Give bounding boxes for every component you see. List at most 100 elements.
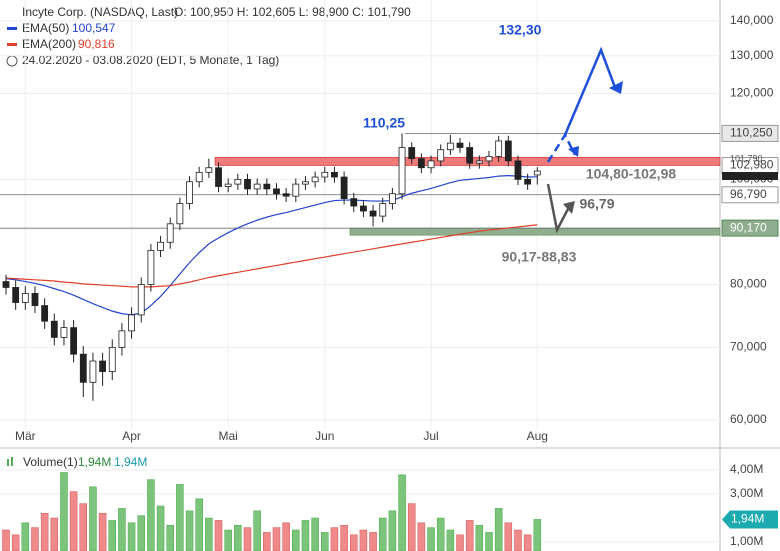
- volume-bar: [40, 512, 49, 551]
- volume-bar: [446, 529, 455, 551]
- volume-bar: [60, 472, 68, 551]
- ema50-label: EMA(50): [22, 21, 69, 35]
- y-tick-label: 140,000: [730, 13, 774, 27]
- candle-body: [369, 210, 377, 217]
- candle-body: [12, 287, 20, 303]
- x-tick-label: Aug: [527, 429, 548, 443]
- volume-bar: [21, 522, 30, 551]
- volume-bar: [301, 520, 310, 551]
- volume-bar: [292, 529, 300, 551]
- zone: [349, 227, 721, 236]
- ema-line: [5, 224, 538, 288]
- candle-body: [60, 327, 68, 338]
- y-tick-label: 60,000: [730, 412, 767, 426]
- candle-body: [176, 203, 184, 225]
- volume-bar: [176, 484, 184, 551]
- volume-bar: [98, 512, 107, 551]
- candle-body: [50, 320, 58, 338]
- volume-bar: [359, 529, 368, 551]
- candle-body: [79, 353, 87, 383]
- candle-body: [234, 178, 242, 185]
- candle-body: [475, 160, 483, 164]
- candle-body: [533, 170, 541, 176]
- candle-body: [466, 147, 474, 164]
- arrow-head: [563, 201, 575, 214]
- candle-body: [504, 140, 512, 162]
- candle-body: [253, 183, 261, 190]
- candle-body: [360, 205, 367, 212]
- ohlc: O: 100,950 H: 102,605 L: 98,900 C: 101,7…: [174, 5, 411, 19]
- title: Incyte Corp. (NASDAQ, Last): [22, 5, 178, 19]
- candle-body: [99, 360, 106, 372]
- volume-bar: [523, 534, 532, 551]
- x-tick-label: Mär: [15, 429, 36, 443]
- ema200-swatch: [7, 43, 17, 46]
- candle-body: [128, 314, 135, 332]
- candle-body: [21, 293, 29, 303]
- candle-body: [166, 223, 174, 243]
- candle-body: [147, 250, 155, 285]
- ema200-label: EMA(200): [22, 37, 76, 51]
- volume-bar: [369, 532, 377, 551]
- vol-last-label: 1,94M: [731, 512, 764, 526]
- plot: [0, 0, 721, 551]
- volume-bar: [330, 527, 339, 551]
- volume-bar: [398, 474, 406, 551]
- candle-body: [321, 171, 329, 178]
- volume-bar: [417, 522, 426, 551]
- volume-bar: [311, 517, 319, 551]
- volume-bar: [214, 520, 223, 551]
- volume-bar: [465, 520, 474, 551]
- volume-bar: [263, 532, 271, 551]
- level-box: [721, 219, 779, 237]
- vol-tick-label: 1,00M: [730, 534, 763, 548]
- candle-body: [311, 176, 319, 183]
- candle-body: [437, 149, 445, 162]
- arrow-head: [568, 146, 579, 157]
- candle-body: [408, 147, 416, 160]
- volume-bar: [108, 520, 117, 551]
- candle-body: [524, 178, 532, 185]
- last-box: [722, 172, 778, 181]
- x-tick-label: Jul: [423, 429, 438, 443]
- candle-body: [137, 284, 145, 316]
- candle-body: [205, 167, 213, 173]
- volume-bar: [282, 522, 290, 551]
- candle-body: [379, 203, 387, 217]
- candle-body: [118, 330, 126, 348]
- candle-body: [108, 346, 116, 372]
- candle-body: [89, 360, 97, 383]
- level-box: [721, 186, 779, 204]
- vol-last-box: [722, 510, 778, 529]
- volume-bar: [205, 517, 213, 551]
- volume-bar: [504, 522, 513, 551]
- header: Incyte Corp. (NASDAQ, Last) O: 100,950 H…: [6, 5, 411, 469]
- ema50-swatch: [7, 27, 17, 30]
- volume-bar: [340, 524, 348, 551]
- volume-value2: 1,94M: [114, 455, 147, 469]
- candle-body: [456, 142, 464, 148]
- candle-body: [70, 327, 78, 355]
- candle-body: [417, 158, 425, 169]
- volume-bar: [156, 505, 165, 551]
- vol-tick-label: 3,00M: [730, 486, 763, 500]
- vol-tick-label: 4,00M: [730, 462, 763, 476]
- volume-bar: [79, 503, 88, 551]
- volume-bar: [89, 486, 97, 551]
- volume-bar: [166, 524, 174, 551]
- candle-body: [186, 181, 193, 204]
- x-tick-label: Apr: [122, 429, 141, 443]
- scenario-arrow: [546, 183, 571, 234]
- level-label: 102,980: [730, 158, 774, 172]
- volume-bar: [533, 519, 542, 551]
- volume-bar: [69, 491, 78, 551]
- candle-body: [398, 147, 406, 195]
- volume-bar: [50, 517, 59, 551]
- volume-bar: [407, 503, 416, 551]
- level-label: 110,250: [730, 126, 773, 140]
- candle-body: [331, 171, 338, 178]
- level-label: 96,790: [730, 187, 767, 201]
- candle-body: [157, 241, 164, 251]
- volume-bar: [514, 529, 522, 551]
